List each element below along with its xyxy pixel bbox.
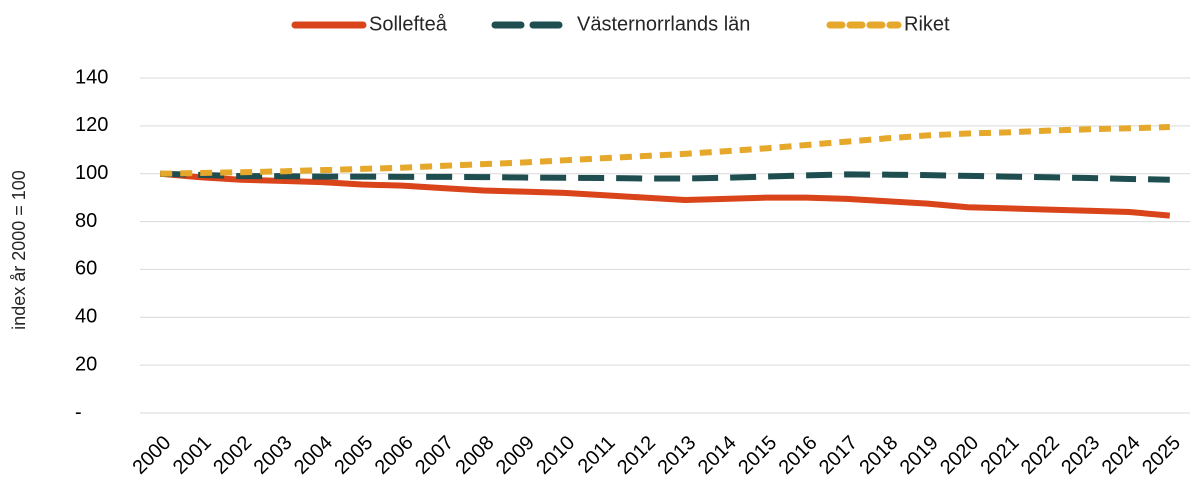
y-tick-label: 140	[75, 66, 108, 88]
x-tick-label: 2024	[1098, 432, 1145, 479]
x-tick-label: 2015	[734, 432, 781, 479]
x-tick-label: 2003	[250, 432, 297, 479]
y-tick-label: -	[75, 401, 82, 423]
x-tick-label: 2017	[815, 432, 862, 479]
x-tick-label: 2010	[532, 432, 579, 479]
x-tick-label: 2001	[169, 432, 216, 479]
y-tick-label: 100	[75, 162, 108, 184]
x-tick-label: 2021	[977, 432, 1024, 479]
y-tick-label: 20	[75, 353, 97, 375]
x-tick-label: 2016	[775, 432, 822, 479]
x-tick-label: 2009	[492, 432, 539, 479]
series-line	[159, 170, 1171, 219]
y-tick-label: 120	[75, 114, 108, 136]
y-tick-label: 80	[75, 210, 97, 232]
y-axis-label: index år 2000 = 100	[9, 170, 29, 330]
x-tick-label: 2000	[128, 432, 175, 479]
x-tick-label: 2006	[371, 432, 418, 479]
x-tick-label: 2018	[855, 432, 902, 479]
x-tick-label: 2005	[330, 432, 377, 479]
x-tick-label: 2014	[694, 432, 741, 479]
x-tick-label: 2002	[209, 432, 256, 479]
series-line	[160, 124, 1170, 177]
x-tick-label: 2012	[613, 432, 660, 479]
legend-label: Västernorrlands län	[577, 13, 750, 35]
x-tick-label: 2020	[936, 432, 983, 479]
x-tick-label: 2019	[896, 432, 943, 479]
x-tick-label: 2004	[290, 432, 337, 479]
legend-label: Riket	[904, 13, 950, 35]
x-tick-label: 2007	[411, 432, 458, 479]
series-line	[160, 170, 1170, 183]
x-tick-label: 2025	[1138, 432, 1185, 479]
legend-label: Sollefteå	[369, 13, 448, 35]
x-tick-label: 2008	[452, 432, 499, 479]
x-tick-label: 2013	[653, 432, 700, 479]
y-tick-label: 40	[75, 306, 97, 328]
y-tick-label: 60	[75, 258, 97, 280]
x-tick-label: 2011	[574, 432, 620, 478]
x-tick-label: 2023	[1057, 432, 1104, 479]
x-tick-label: 2022	[1017, 432, 1064, 479]
